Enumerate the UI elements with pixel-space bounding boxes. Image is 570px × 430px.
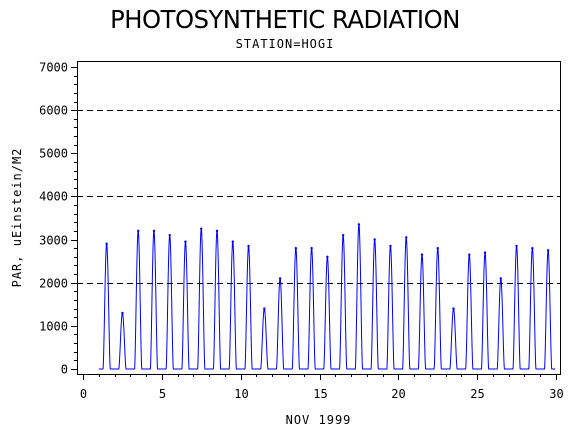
peak-point-day-26 xyxy=(499,277,503,280)
y-tick-label: 0 xyxy=(61,363,68,377)
x-tick-label: 5 xyxy=(159,387,166,401)
y-tick-label: 1000 xyxy=(39,320,68,334)
peak-point-day-3 xyxy=(136,229,140,233)
par-series-line xyxy=(98,222,556,370)
peak-point-day-23 xyxy=(452,307,455,310)
x-tick-label: 25 xyxy=(470,387,484,401)
peak-point-day-4 xyxy=(152,229,156,233)
y-tick-label: 6000 xyxy=(39,104,68,118)
peak-point-day-16 xyxy=(341,234,345,237)
x-axis-label: NOV 1999 xyxy=(286,413,352,427)
x-tick-label: 15 xyxy=(313,387,327,401)
peak-point-day-12 xyxy=(278,277,282,280)
x-tick-label: 20 xyxy=(391,387,405,401)
reference-lines xyxy=(77,110,560,284)
peak-point-day-25 xyxy=(483,251,487,254)
x-tick-label: 0 xyxy=(80,387,87,401)
peak-point-day-10 xyxy=(247,244,250,248)
chart-title: PHOTOSYNTHETIC RADIATION xyxy=(110,5,460,34)
peak-point-day-27 xyxy=(515,244,518,248)
peak-point-day-20 xyxy=(405,236,408,239)
peak-point-day-11 xyxy=(263,307,266,310)
y-tick-label: 4000 xyxy=(39,190,68,204)
y-axis: 0 1000 2000 3000 4000 5000 6000 7000 xyxy=(39,61,77,377)
peak-point-day-28 xyxy=(531,247,534,250)
plot-frame xyxy=(77,61,561,375)
y-tick-label: 3000 xyxy=(39,234,68,248)
peak-point-day-8 xyxy=(215,229,219,233)
peak-point-day-22 xyxy=(436,247,439,250)
x-tick-label: 30 xyxy=(549,387,563,401)
peak-point-day-15 xyxy=(326,255,329,259)
y-tick-label: 5000 xyxy=(39,147,68,161)
y-tick-label: 2000 xyxy=(39,277,68,291)
x-axis: 0 5 10 15 20 25 30 xyxy=(80,374,564,401)
peak-point-day-6 xyxy=(184,240,187,243)
peak-point-day-9 xyxy=(231,240,234,243)
chart-subtitle: STATION=HOGI xyxy=(235,37,335,51)
peak-point-day-29 xyxy=(546,249,550,252)
peak-point-day-1 xyxy=(105,242,108,246)
x-tick-label: 10 xyxy=(234,387,248,401)
daily-peaks xyxy=(105,223,550,315)
peak-point-day-19 xyxy=(389,244,392,248)
peak-point-day-17 xyxy=(357,223,361,226)
peak-point-day-21 xyxy=(420,253,424,256)
peak-point-day-24 xyxy=(468,253,471,256)
y-axis-label: PAR, uEinstein/M2 xyxy=(10,148,24,288)
y-tick-label: 7000 xyxy=(39,61,68,75)
peak-point-day-7 xyxy=(200,227,203,230)
peak-point-day-2 xyxy=(121,311,124,315)
peak-point-day-5 xyxy=(168,234,171,237)
peak-point-day-13 xyxy=(294,247,298,250)
peak-point-day-14 xyxy=(310,247,313,250)
peak-point-day-18 xyxy=(373,238,376,241)
